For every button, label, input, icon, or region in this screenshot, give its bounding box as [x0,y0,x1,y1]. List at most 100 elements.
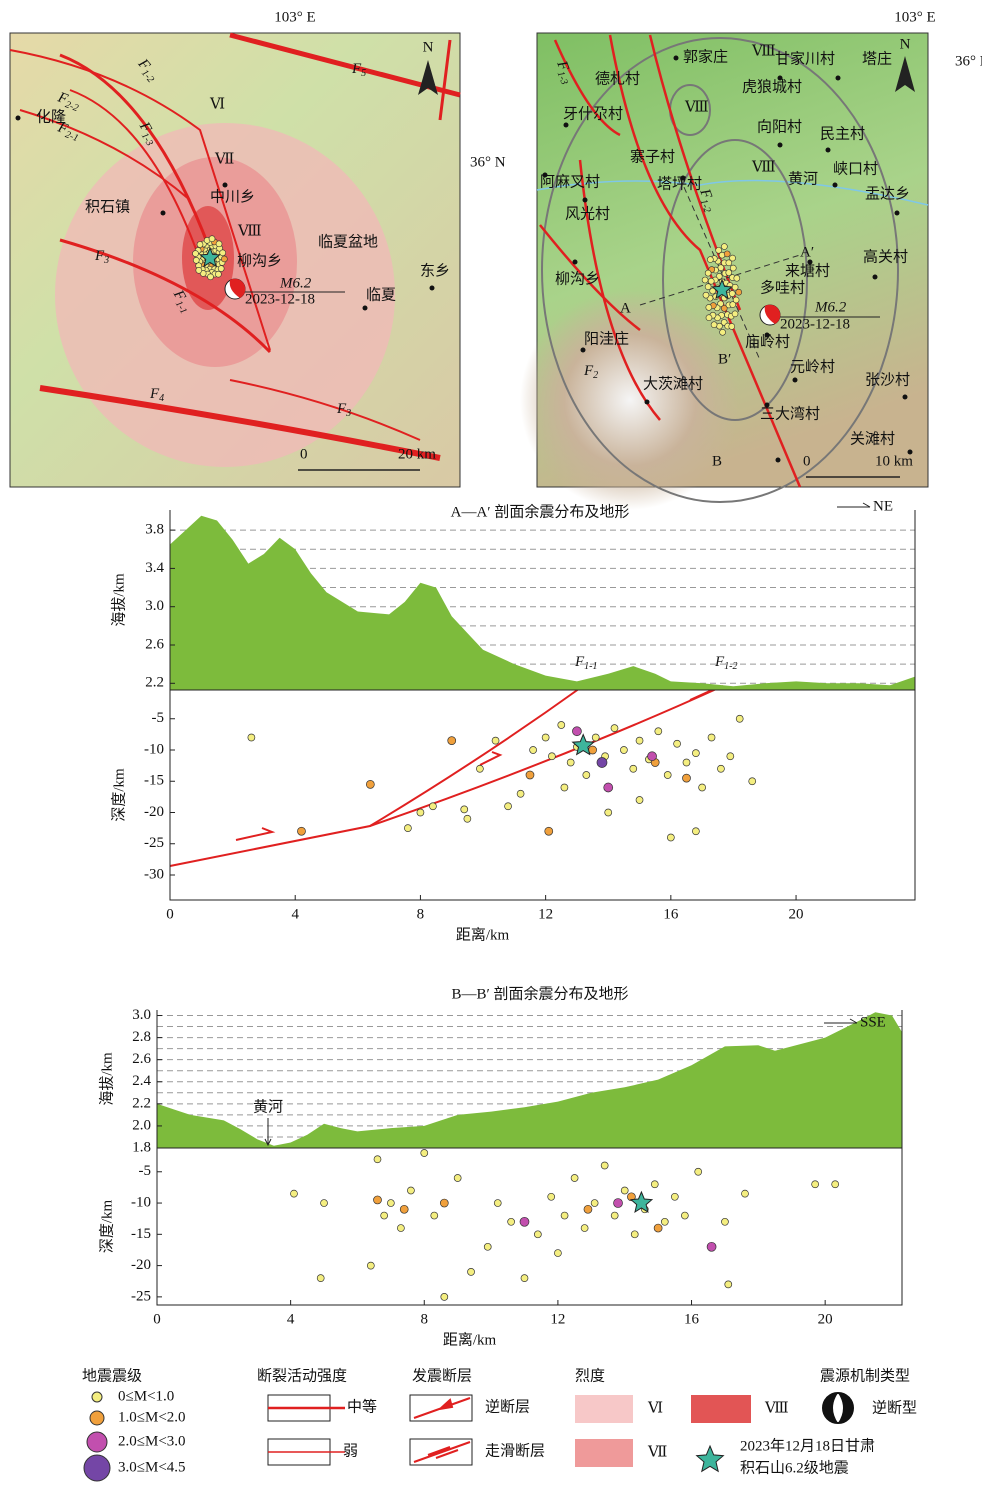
place-label: 德札村 [595,69,640,87]
aftershock [440,1293,449,1301]
place-label: Ⅷ [751,159,776,175]
map-aftershock [735,288,743,296]
y-tick-label: 2.2 [145,675,164,691]
x-tick-label: 8 [421,1311,429,1327]
aftershock [463,814,472,823]
aftershock [698,783,706,792]
x-tick-label: 4 [291,906,299,922]
x-tick-label: 4 [287,1311,295,1327]
place-label: B′ [718,351,731,367]
place-label: Ⅷ [237,223,262,239]
y-tick-label: -10 [144,741,164,757]
place-dot [580,347,586,353]
map-aftershock [707,256,714,263]
legend-label: Ⅵ [647,1400,663,1416]
aftershock [504,802,512,811]
y-tick-label: -20 [144,804,164,820]
aftershock [660,1217,669,1226]
legend-label: 逆断层 [485,1398,530,1415]
place-label: Ⅵ [209,96,225,112]
place-dot [825,147,831,153]
river [536,179,929,206]
aftershock [460,805,469,814]
aftershock [560,1211,569,1220]
aftershock [735,714,744,723]
mainshock-star [571,733,595,756]
fault-label: F1-1 [574,654,598,672]
place-label: 元岭村 [790,358,835,375]
aftershock [692,749,700,757]
x-tick-label: 12 [538,906,553,922]
legend-label: 3.0≤M<4.5 [118,1459,186,1475]
map-left [9,32,461,488]
fault-subscript: 1-1 [584,661,597,672]
aftershock [748,777,757,786]
fault-subscript: 4 [159,393,164,404]
map-aftershock [720,305,728,312]
y-tick-label: 2.4 [132,1073,151,1089]
map-aftershock [701,276,709,284]
aftershock [570,1174,579,1182]
fault-subscript: 1-2 [697,198,712,214]
y-axis-label: 深度/km [98,1200,115,1254]
fault-label: F4 [149,386,164,404]
aftershock [572,726,582,737]
legend-beach-ball [822,1392,854,1424]
aftershock [666,833,675,842]
place-dot [160,210,166,216]
aftershock [613,1198,623,1208]
place-label: 郭家庄 [683,47,728,65]
place-dot [644,399,650,405]
aftershock [724,1280,733,1289]
topography-area [157,1012,902,1148]
aftershock [316,1274,325,1282]
aftershock [604,808,613,817]
map-aftershock [733,274,741,282]
x-tick-label: 0 [153,1311,161,1327]
y-axis-label: 海拔/km [110,573,127,627]
aftershock [831,1180,840,1189]
longitude-label: 103° E [274,9,315,25]
aftershock [741,1189,749,1198]
aftershock [447,736,457,745]
legend-marker [83,1454,111,1482]
section-faults [169,685,724,867]
y-tick-label: -30 [144,866,164,882]
aftershock [717,764,725,773]
aftershock [247,733,256,742]
north-label: N [423,39,434,55]
place-label: 多哇村 [760,279,805,296]
fault-letter: F [583,363,594,379]
legend-marker [89,1410,105,1426]
aftershock [627,1192,636,1202]
place-label: 风光村 [565,205,610,222]
place-label: 关滩村 [850,430,895,447]
aftershock [629,764,638,773]
legend-label: Ⅶ [647,1444,667,1460]
place-label: B [712,453,722,469]
place-dot [894,210,900,216]
profile-bb [679,177,761,361]
place-label: 临夏盆地 [318,233,378,250]
x-axis-label: 距离/km [456,926,510,943]
aftershock [591,733,600,742]
map-aftershock [729,254,736,262]
aftershock [582,771,591,779]
aftershock [610,1211,619,1220]
aftershock [520,1274,529,1282]
legend-label: Ⅷ [764,1400,789,1416]
y-tick-label: -5 [152,710,165,726]
map-aftershock [719,328,726,336]
plot-frame [169,689,916,901]
y-tick-label: 2.8 [132,1029,151,1045]
aftershock [653,1223,663,1233]
aftershock [603,782,614,793]
place-label: Ⅶ [214,151,234,167]
annotation: 黄河 [253,1098,283,1115]
aftershock [516,789,525,798]
aftershock [620,746,628,754]
legend-title: 断裂活动强度 [257,1367,347,1384]
aftershock [670,1192,679,1201]
place-dot [764,332,770,338]
y-tick-label: -10 [131,1194,151,1210]
